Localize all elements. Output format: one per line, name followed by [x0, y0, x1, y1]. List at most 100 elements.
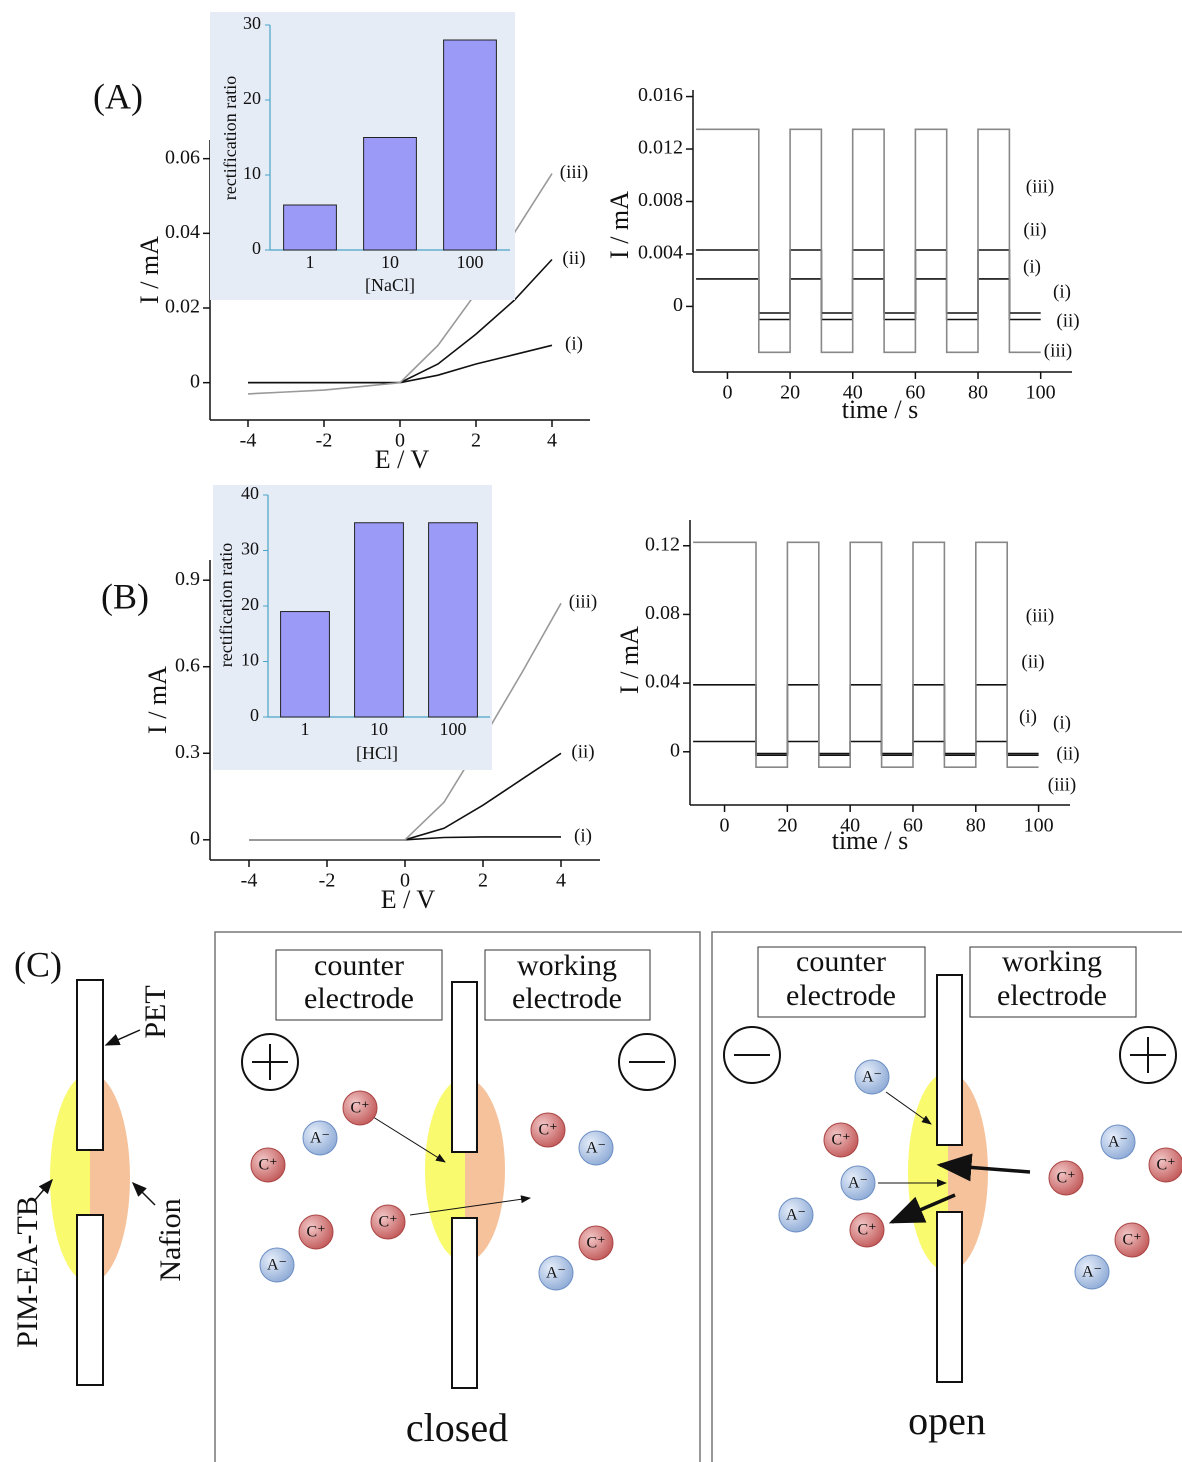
- y-tick-label: 0.3: [175, 741, 200, 763]
- annotation: (iii): [1048, 774, 1077, 795]
- pet-film: [936, 974, 963, 1146]
- x-tick-label: 60: [903, 815, 923, 837]
- y-tick-label: 0: [670, 739, 680, 761]
- ion-label: C⁺: [258, 1157, 277, 1174]
- y-tick-label: 30: [241, 539, 259, 559]
- series-line: [693, 740, 1039, 755]
- x-axis-label: time / s: [842, 395, 919, 424]
- panel-frame: [214, 931, 701, 1462]
- series-label: (iii): [569, 592, 598, 613]
- anion: [840, 1165, 876, 1201]
- arrow: [34, 1178, 53, 1201]
- x-tick-label: 20: [780, 382, 800, 404]
- label-box: [757, 946, 926, 1018]
- series-label: (i): [574, 825, 592, 846]
- y-tick-label: 0.016: [638, 84, 683, 106]
- ion-label: A⁻: [848, 1175, 868, 1192]
- ion-label: A⁻: [1108, 1134, 1128, 1151]
- bar: [354, 522, 404, 718]
- y-axis-label: rectification ratio: [216, 543, 236, 667]
- series-label: (ii): [1021, 651, 1044, 672]
- x-tick-label: 40: [843, 382, 863, 404]
- ion-label: C⁺: [857, 1222, 876, 1239]
- nafion-label: Nafion: [154, 1198, 187, 1281]
- bar: [443, 39, 497, 251]
- series-label: (iii): [1026, 605, 1055, 626]
- x-tick-label: 2: [471, 430, 481, 452]
- x-axis-label: E / V: [375, 445, 430, 474]
- ion-label: C⁺: [586, 1235, 605, 1252]
- y-tick-label: 0: [190, 827, 200, 849]
- x-tick-label: 4: [556, 870, 566, 892]
- arrow: [936, 1153, 1031, 1182]
- panel-label: (A): [93, 76, 143, 116]
- x-tick-label: -4: [240, 430, 257, 452]
- ion-label: C⁺: [538, 1122, 557, 1139]
- ion-label: C⁺: [350, 1100, 369, 1117]
- y-tick-label: 20: [241, 594, 259, 614]
- y-tick-label: 0.06: [165, 146, 200, 168]
- y-tick-label: 10: [243, 163, 261, 183]
- x-tick-label: 80: [968, 382, 988, 404]
- x-axis-label: E / V: [381, 885, 436, 914]
- electrode-label: electrode: [786, 979, 896, 1012]
- arrow: [131, 1181, 156, 1206]
- series-line: [696, 128, 1041, 354]
- plus: [252, 1044, 288, 1080]
- series-line: [693, 541, 1039, 768]
- pet-film: [451, 1217, 478, 1389]
- series-line: [696, 249, 1041, 321]
- ion-label: C⁺: [1122, 1232, 1141, 1249]
- ion-label: C⁺: [378, 1214, 397, 1231]
- pet-film: [451, 981, 478, 1153]
- label-box: [484, 949, 651, 1021]
- y-axis-label: I / mA: [605, 191, 634, 259]
- x-tick-label: 60: [905, 382, 925, 404]
- series-label: (iii): [1026, 176, 1055, 197]
- cation: [823, 1122, 859, 1158]
- ion-label: A⁻: [546, 1265, 566, 1282]
- x-tick-label: 4: [547, 430, 557, 452]
- series-label: (i): [1023, 256, 1041, 277]
- panel-label: (B): [101, 576, 149, 616]
- series-label: (iii): [560, 162, 589, 183]
- electrode-label: electrode: [304, 982, 414, 1015]
- panel-frame: [711, 931, 1182, 1462]
- electrode-label: electrode: [512, 982, 622, 1015]
- y-axis-label: I / mA: [615, 626, 644, 694]
- cation: [1148, 1147, 1182, 1183]
- x-tick-label: 100: [440, 719, 467, 739]
- anion: [538, 1255, 574, 1291]
- label-box: [969, 946, 1137, 1018]
- series-line: [249, 602, 562, 841]
- y-tick-label: 0.12: [645, 533, 680, 555]
- electrode-label: working: [1002, 945, 1102, 978]
- y-tick-label: 0: [190, 370, 200, 392]
- y-tick-label: 10: [241, 650, 259, 670]
- ion-label: A⁻: [586, 1140, 606, 1157]
- x-tick-label: 40: [840, 815, 860, 837]
- x-tick-label: 1: [306, 252, 315, 272]
- electrode-label: working: [517, 949, 617, 982]
- annotation: (i): [1053, 281, 1071, 302]
- bar: [280, 611, 330, 718]
- x-tick-label: 0: [395, 430, 405, 452]
- x-tick-label: 100: [457, 252, 484, 272]
- arrow: [361, 1109, 446, 1163]
- bar: [363, 137, 417, 251]
- pet-label: PET: [139, 985, 172, 1038]
- membrane-schematic: PET PIM-EA-TB Nafion: [11, 979, 187, 1386]
- series-line: [696, 278, 1041, 314]
- y-tick-label: 40: [241, 483, 259, 503]
- ion-label: C⁺: [1056, 1170, 1075, 1187]
- arrow: [885, 1091, 932, 1125]
- charts: 0 0.02 0.04 0.06 -4 -2 0 2 4 (i) (ii) (iii) E / V I /…: [135, 12, 1080, 914]
- y-tick-label: 0: [250, 705, 259, 725]
- y-tick-label: 20: [243, 88, 261, 108]
- ion-label: C⁺: [306, 1224, 325, 1241]
- x-tick-label: 100: [1024, 815, 1054, 837]
- x-tick-label: 1: [301, 719, 310, 739]
- ions: C⁺ A⁻ C⁺ C⁺ A⁻ C⁺ C⁺ A⁻ C⁺ A⁻ A⁻ C⁺ A⁻ A⁻ C⁺ A⁻ C⁺ C⁺ C⁺ A⁻: [250, 1059, 1182, 1291]
- anion: [1100, 1124, 1136, 1160]
